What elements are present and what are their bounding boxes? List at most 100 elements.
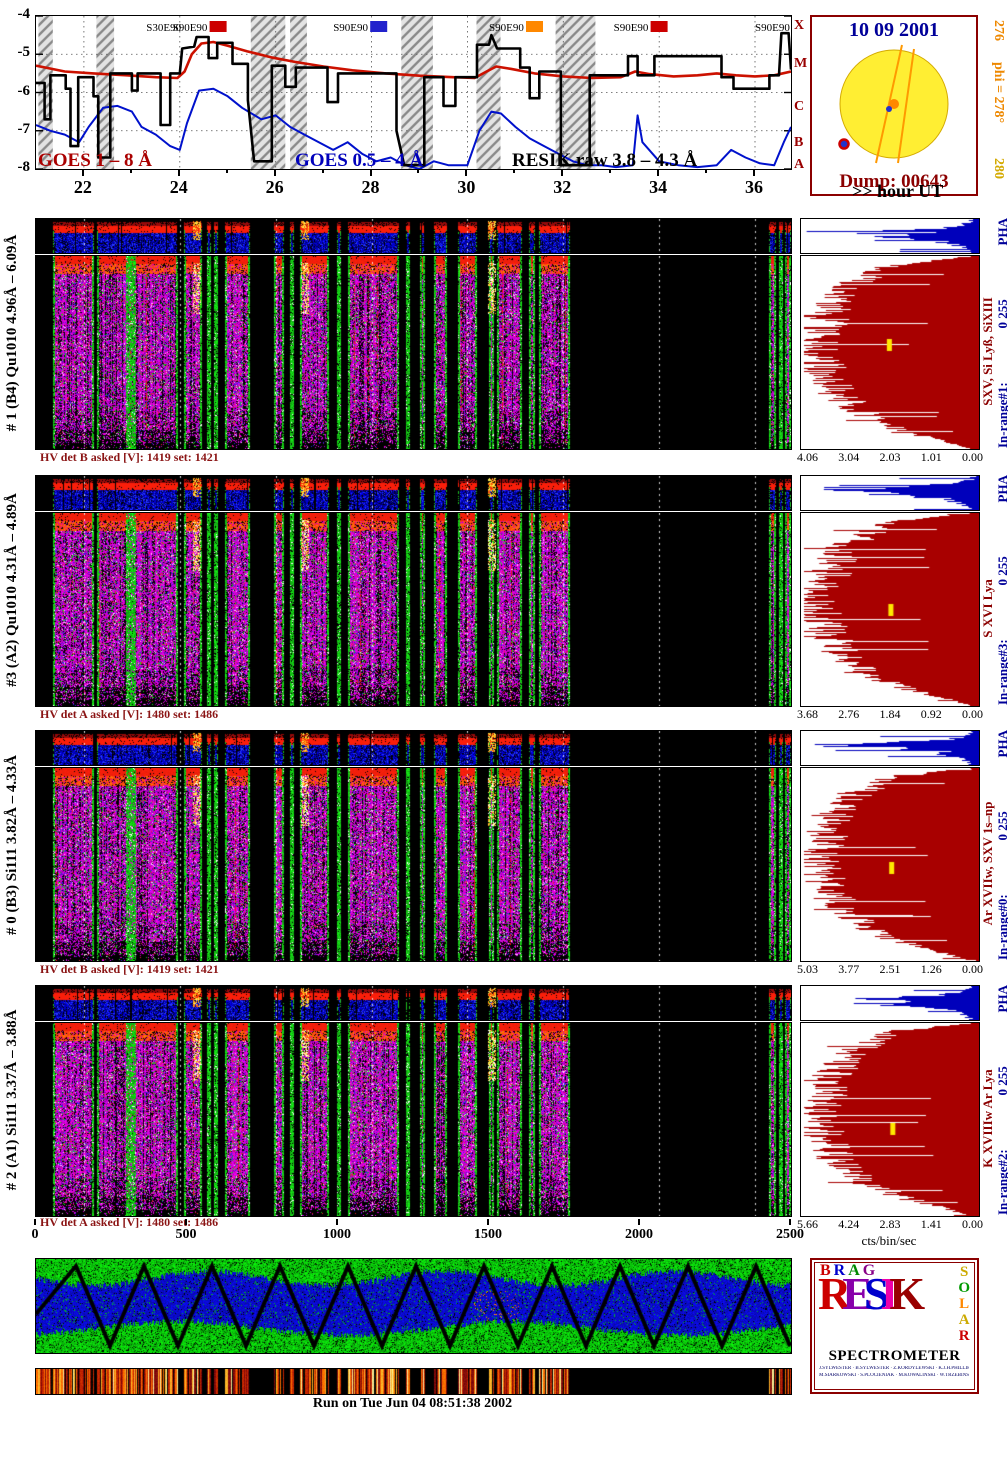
pha-range-text: 0 255 <box>995 299 1008 328</box>
hist-tick: 1.26 <box>920 962 942 976</box>
logo-letter: K <box>889 1268 926 1319</box>
svg-text:S30E90: S30E90 <box>146 22 181 34</box>
logo-letter: O <box>958 1280 970 1296</box>
spectral-lines-label: S XVI Lya <box>980 579 995 638</box>
hour-tick-label: 34 <box>649 177 668 197</box>
channel-left-label: # 0 (B3) Si111 3.82Å – 4.33Å <box>4 755 20 936</box>
pha-time-strip <box>35 985 792 1021</box>
inrange-pha-label: In-range#0: 0 255 PHA <box>995 730 1008 960</box>
hist-tick: 1.01 <box>920 450 942 464</box>
hv-setting-label: HV det B asked [V]: 1419 set: 1421 <box>40 450 219 464</box>
hist-tick: 2.03 <box>879 450 901 464</box>
wavelength-spectrogram <box>35 255 792 450</box>
spectral-lines-label: Ar XVIIw, SXV 1s–np <box>980 801 995 926</box>
hour-tick-label: 28 <box>361 177 380 197</box>
svg-text:S90E90: S90E90 <box>614 22 649 34</box>
counts-histogram <box>800 255 980 450</box>
histogram-axis: 5.03 3.77 2.51 1.26 0.00 <box>797 962 983 977</box>
hist-tick: 0.00 <box>962 1217 983 1231</box>
bin-axis-tick <box>34 1219 36 1225</box>
inrange-pha-label: In-range#1: 0 255 PHA <box>995 218 1008 448</box>
hour-major-tick <box>273 169 276 176</box>
resik-raw-legend: RESIK raw 3.8 – 4.3 Å <box>512 150 698 171</box>
bin-axis-label: 1500 <box>474 1227 502 1242</box>
goes-class-letter: B <box>794 135 804 150</box>
logo-brag-letters: BRAG <box>820 1262 878 1280</box>
dump-label: Dump: 00643 <box>839 171 949 192</box>
hist-tick: 2.51 <box>879 962 901 976</box>
hist-tick: 2.83 <box>879 1217 901 1231</box>
cts-unit-label: cts/bin/sec <box>861 1233 917 1248</box>
hour-tick-label: 22 <box>73 177 92 197</box>
logo-letter: A <box>958 1312 970 1328</box>
pha-histogram <box>800 218 980 254</box>
hist-tick: 2.76 <box>838 707 860 721</box>
hour-tick-label: 24 <box>169 177 188 197</box>
pha-histogram <box>800 985 980 1021</box>
counts-histogram <box>800 512 980 707</box>
pha-text: PHA <box>995 985 1008 1013</box>
inrange-text: In-range#1: <box>995 382 1008 448</box>
bin-axis-tick <box>487 1219 489 1225</box>
hour-major-tick <box>81 169 84 176</box>
hour-tick-label: 36 <box>745 177 764 197</box>
inrange-text: In-range#0: <box>995 894 1008 960</box>
hist-tick: 4.06 <box>797 450 818 464</box>
phi-tick-top: 276 <box>991 20 1006 41</box>
logo-letter: R <box>958 1328 970 1344</box>
hour-minor-tick <box>705 169 708 173</box>
pha-histogram <box>800 475 980 511</box>
logo-letter: S <box>959 1264 969 1280</box>
pha-text: PHA <box>995 475 1008 503</box>
flare-position-dot <box>889 99 899 109</box>
spectral-lines-label: SXV, Si Lyß, SiXIII <box>980 297 995 406</box>
pha-range-text: 0 255 <box>995 811 1008 840</box>
goes-class-letter: C <box>794 99 805 114</box>
hour-major-tick <box>753 169 756 176</box>
bin-axis-tick <box>789 1219 791 1225</box>
svg-text:S90E90: S90E90 <box>333 22 368 34</box>
goes-ytick-label: -4 <box>17 6 31 22</box>
histogram-axis: 3.68 2.76 1.84 0.92 0.00 <box>797 707 983 722</box>
logo-credits-line: M.SIARKOWSKI · S.PLOCIENIAK · M.KOWALINS… <box>819 1373 969 1378</box>
bin-axis-label: 2000 <box>625 1227 653 1242</box>
sun-position-box: 10 09 2001 Dump: 00643 <box>810 15 978 196</box>
goes-ytick-label: -6 <box>17 82 31 99</box>
goes-class-letter: X <box>794 18 805 33</box>
goes-class-letter: A <box>794 157 805 172</box>
scan-pattern-panel <box>35 1258 792 1354</box>
pha-range-text: 0 255 <box>995 556 1008 585</box>
histogram-axis: 4.06 3.04 2.03 1.01 0.00 <box>797 450 983 465</box>
hour-minor-tick <box>321 169 324 173</box>
logo-letter: R <box>833 1262 849 1279</box>
pha-range-text: 0 255 <box>995 1066 1008 1095</box>
logo-letter: R <box>818 1268 852 1319</box>
bin-axis-tick <box>336 1219 338 1225</box>
logo-letter: G <box>862 1262 879 1279</box>
hour-major-tick <box>369 169 372 176</box>
hour-minor-tick <box>513 169 516 173</box>
inrange-pha-label: In-range#3: 0 255 PHA <box>995 475 1008 705</box>
goes-long-legend: GOES 1 – 8 Å <box>38 150 153 171</box>
logo-letter: I <box>880 1268 899 1319</box>
bin-axis-label: 0 <box>31 1227 39 1242</box>
hour-ut-label: >> hour UT <box>852 181 944 201</box>
histogram-axis: 5.66 4.24 2.83 1.41 0.00 <box>797 1217 983 1232</box>
inrange-pha-label: In-range#2: 0 255 PHA <box>995 985 1008 1215</box>
wavelength-spectrogram <box>35 1022 792 1217</box>
hv-setting-label: HV det B asked [V]: 1419 set: 1421 <box>40 962 219 976</box>
hist-tick: 0.00 <box>962 707 983 721</box>
hist-tick: 3.77 <box>838 962 860 976</box>
solar-disk-graphic <box>838 44 949 164</box>
hist-tick: 3.04 <box>838 450 860 464</box>
hour-minor-tick <box>129 169 132 173</box>
hour-tick-label: 30 <box>457 177 476 197</box>
hist-tick: 0.00 <box>962 450 983 464</box>
hist-tick: 4.24 <box>838 1217 860 1231</box>
bin-axis-label: 2500 <box>776 1227 804 1242</box>
pha-time-strip <box>35 475 792 511</box>
logo-letter: L <box>959 1296 970 1312</box>
goes-short-legend: GOES 0.5 – 4 Å <box>295 150 424 171</box>
